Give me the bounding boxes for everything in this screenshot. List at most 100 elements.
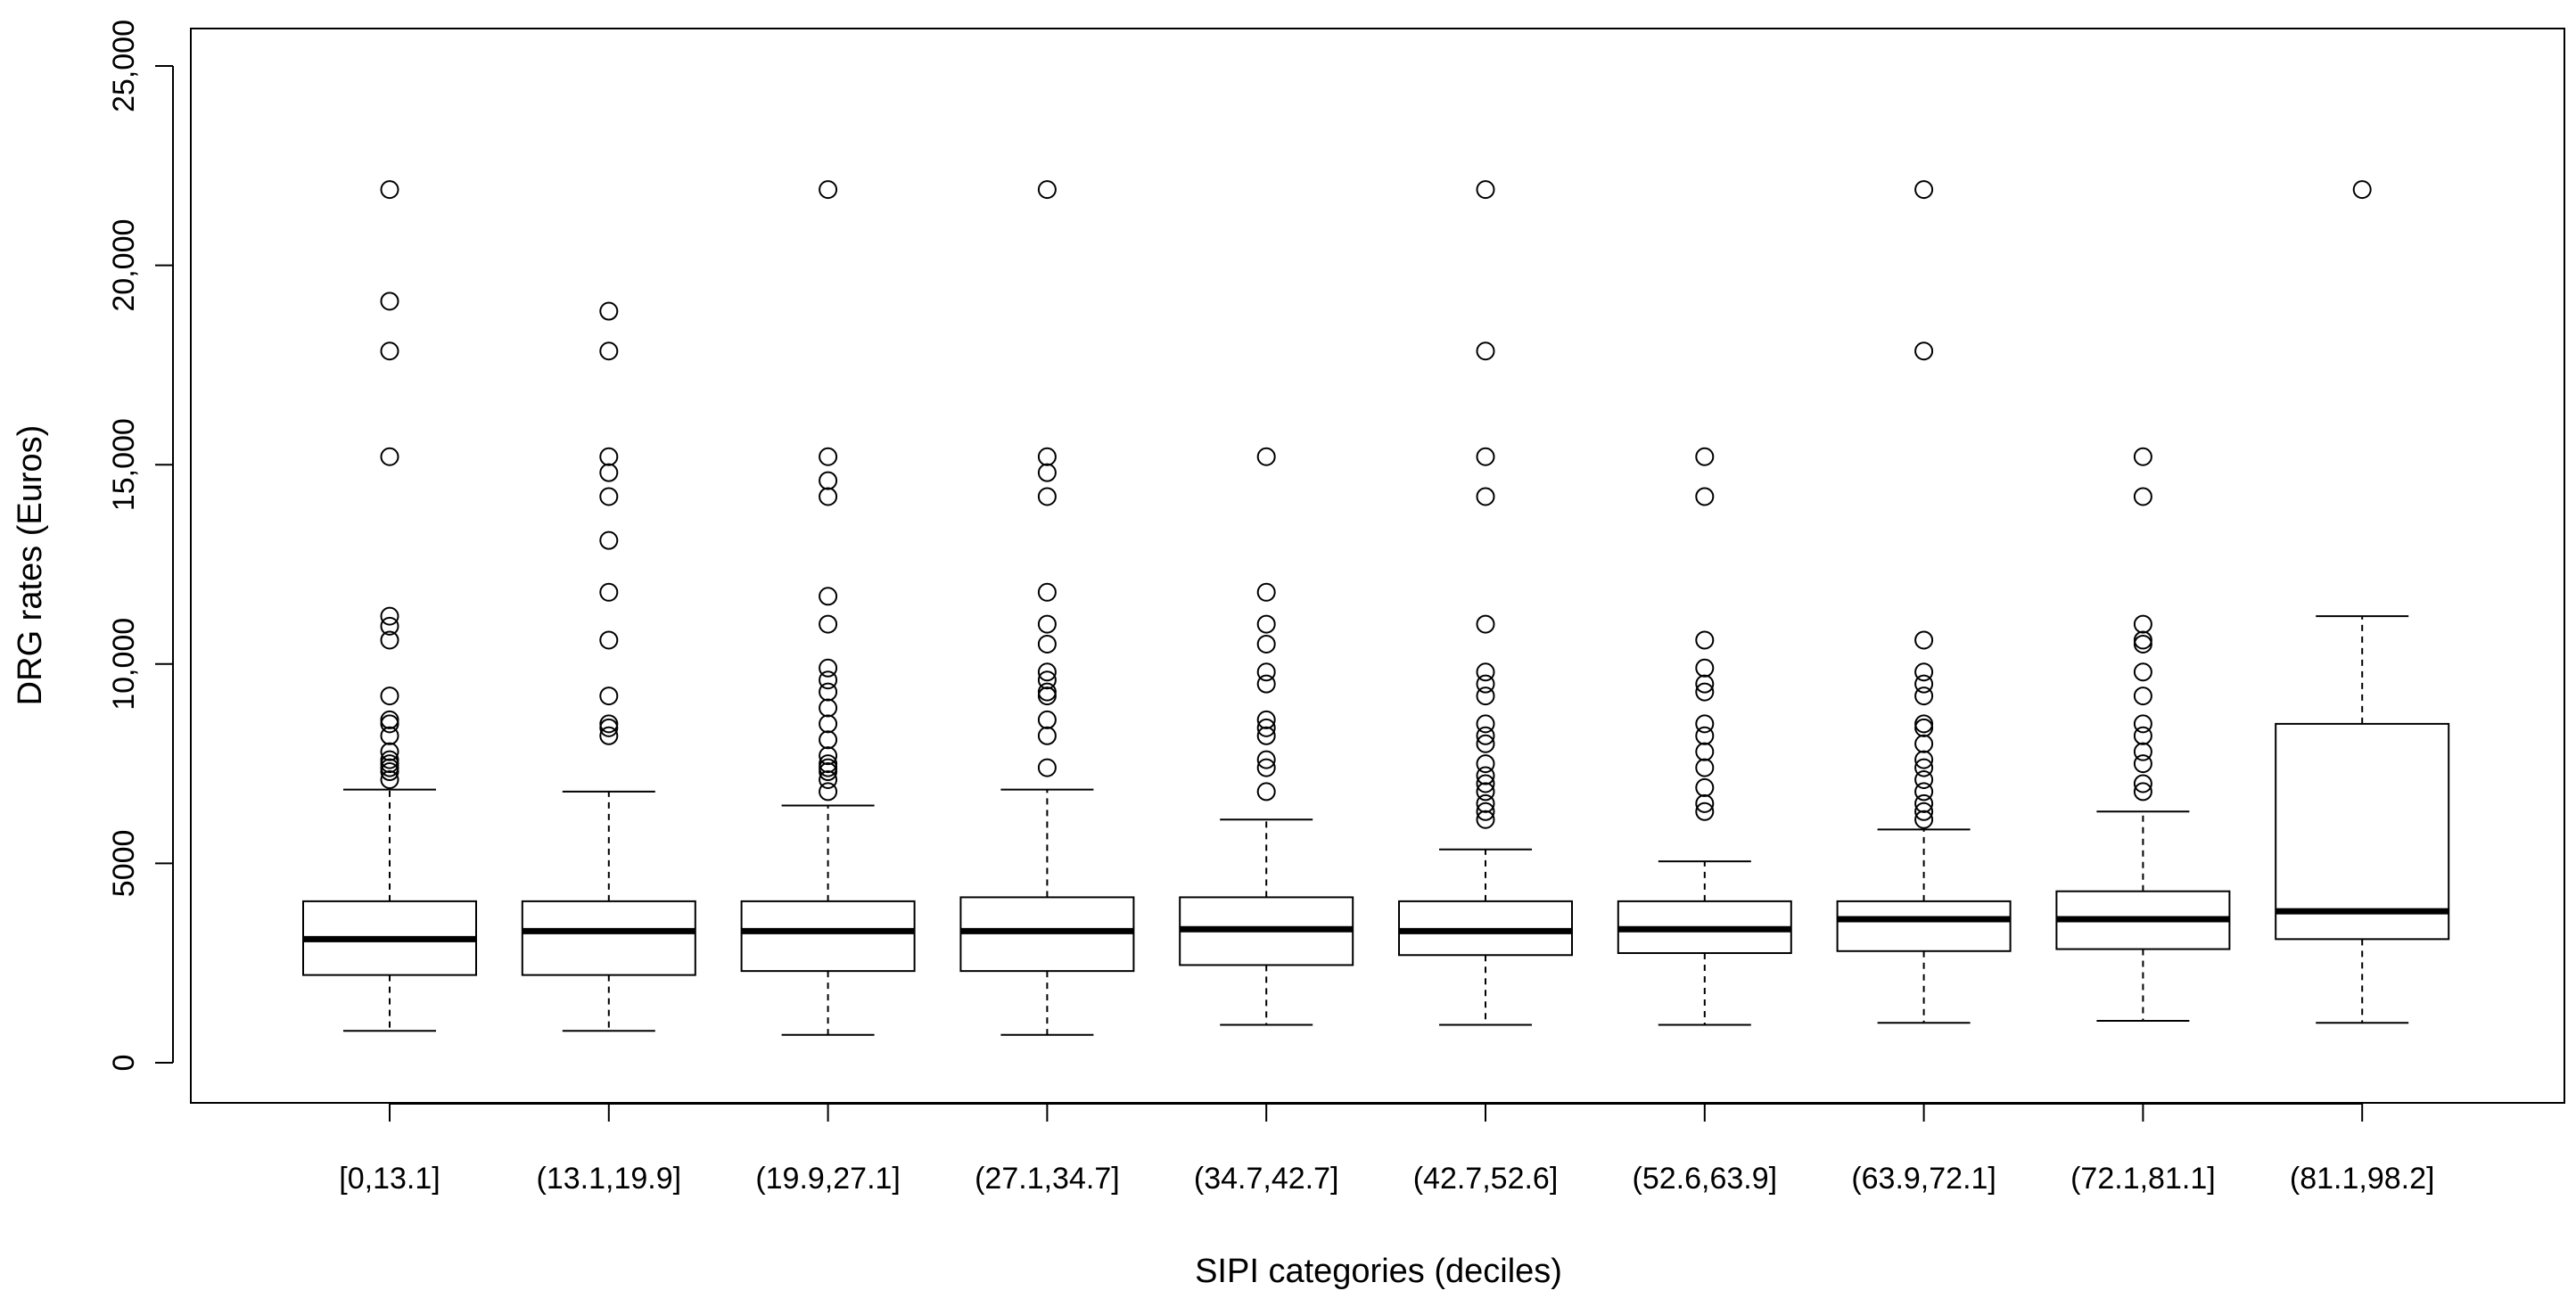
outlier-point	[1914, 769, 1934, 789]
outlier-point	[1695, 714, 1715, 734]
outlier-point	[1914, 714, 1934, 734]
outlier-point	[1037, 758, 1057, 777]
outlier-point	[1256, 662, 1276, 682]
x-tick-label: (27.1,34.7]	[975, 1162, 1120, 1196]
outlier-point	[819, 471, 838, 490]
outlier-point	[2133, 774, 2152, 793]
x-axis-title: SIPI categories (deciles)	[1195, 1253, 1562, 1290]
outlier-point	[1037, 180, 1057, 200]
box-group	[302, 180, 477, 1032]
outlier-point	[819, 782, 838, 802]
box-group	[1179, 447, 1354, 1026]
outlier-point	[380, 292, 399, 311]
outlier-point	[819, 670, 838, 690]
outlier-point	[1256, 674, 1276, 694]
outlier-point	[380, 769, 399, 789]
outlier-point	[2133, 714, 2152, 734]
outlier-point	[819, 487, 838, 506]
outlier-point	[2133, 447, 2152, 466]
outlier-point	[819, 447, 838, 466]
outlier-point	[380, 710, 399, 729]
outlier-point	[1695, 758, 1715, 777]
box-group	[740, 180, 916, 1036]
outlier-point	[2133, 742, 2152, 761]
outlier-point	[1695, 777, 1715, 797]
x-tick-label: [0,13.1]	[339, 1162, 440, 1196]
outlier-point	[1914, 180, 1934, 200]
outlier-point	[1037, 614, 1057, 634]
outlier-point	[1037, 726, 1057, 745]
outlier-point	[1476, 734, 1495, 753]
outlier-point	[819, 746, 838, 766]
iqr-box	[1836, 900, 2012, 952]
outlier-point	[1476, 686, 1495, 706]
box-group	[2055, 447, 2231, 1023]
outlier-point	[1914, 793, 1934, 813]
outlier-point	[819, 682, 838, 702]
y-axis-title: DRG rates (Euros)	[12, 425, 49, 706]
outlier-point	[2133, 630, 2152, 650]
outlier-point	[2133, 614, 2152, 634]
outlier-point	[599, 301, 619, 321]
outlier-point	[599, 630, 619, 650]
y-tick-label: 5000	[107, 830, 141, 898]
x-tick-label: (81.1,98.2]	[2290, 1162, 2435, 1196]
outlier-point	[1914, 674, 1934, 694]
outlier-point	[1695, 447, 1715, 466]
x-tick-label: (63.9,72.1]	[1851, 1162, 1996, 1196]
y-tick-label: 15,000	[107, 418, 141, 511]
outlier-point	[1256, 726, 1276, 745]
outlier-point	[1476, 180, 1495, 200]
y-tick-label: 10,000	[107, 618, 141, 711]
outlier-point	[1476, 774, 1495, 793]
box-group	[1398, 180, 1573, 1026]
outlier-point	[1037, 463, 1057, 482]
outlier-point	[380, 180, 399, 200]
outlier-point	[380, 750, 399, 769]
outlier-point	[1476, 754, 1495, 774]
outlier-point	[1037, 686, 1057, 706]
outlier-point	[380, 726, 399, 745]
box-group	[959, 180, 1135, 1036]
outlier-point	[380, 606, 399, 626]
outlier-point	[1256, 582, 1276, 602]
outlier-point	[1476, 487, 1495, 506]
outlier-point	[1695, 682, 1715, 702]
outlier-point	[1914, 750, 1934, 769]
outlier-point	[819, 658, 838, 678]
outlier-point	[599, 530, 619, 550]
outlier-point	[1695, 658, 1715, 678]
outlier-point	[819, 769, 838, 789]
iqr-box	[521, 900, 696, 976]
outlier-point	[1695, 793, 1715, 813]
outlier-point	[1695, 742, 1715, 761]
outlier-point	[1914, 662, 1934, 682]
outlier-point	[819, 754, 838, 774]
outlier-point	[599, 686, 619, 706]
outlier-point	[1476, 447, 1495, 466]
outlier-point	[1695, 487, 1715, 506]
outlier-point	[380, 447, 399, 466]
box-group	[1836, 180, 2012, 1024]
outlier-point	[1476, 614, 1495, 634]
outlier-point	[380, 630, 399, 650]
outlier-point	[1476, 674, 1495, 694]
outlier-point	[1256, 710, 1276, 729]
y-tick-label: 20,000	[107, 219, 141, 312]
outlier-point	[1476, 802, 1495, 821]
outlier-point	[819, 714, 838, 734]
iqr-box	[2275, 722, 2450, 941]
outlier-point	[1476, 782, 1495, 802]
outlier-point	[1037, 710, 1057, 729]
outlier-point	[2133, 754, 2152, 774]
box-group	[1617, 447, 1792, 1026]
y-axis: 0 5000 10,000 15,000 20,000 25,000	[107, 20, 174, 1071]
box-group	[2275, 180, 2450, 1024]
outlier-point	[1914, 734, 1934, 753]
outlier-point	[1914, 758, 1934, 777]
outlier-point	[380, 742, 399, 761]
outlier-point	[380, 686, 399, 706]
outlier-point	[1037, 662, 1057, 682]
outlier-point	[2133, 686, 2152, 706]
